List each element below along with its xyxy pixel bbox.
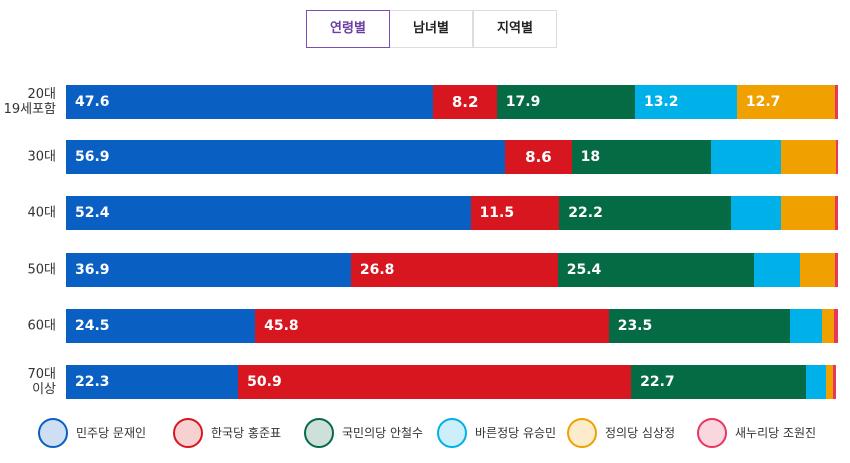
data-label: 50.9 xyxy=(247,374,282,390)
legend-avatar xyxy=(697,418,727,448)
bar-segment xyxy=(736,85,835,119)
data-label: 56.9 xyxy=(75,149,110,165)
category-label: 70대 이상 xyxy=(27,367,56,397)
bar-segment xyxy=(834,253,838,287)
legend-label: 새누리당 조원진 xyxy=(735,426,817,440)
bar-segment xyxy=(834,196,838,230)
data-label: 8.6 xyxy=(525,148,552,166)
data-label: 8.2 xyxy=(451,93,479,111)
data-label: 22.7 xyxy=(640,374,675,390)
legend-avatar xyxy=(304,418,334,448)
bar-segment xyxy=(559,196,731,230)
data-label: 26.8 xyxy=(359,262,395,278)
tab[interactable]: 지역별 xyxy=(473,10,557,48)
bar-segment xyxy=(66,253,351,287)
tab[interactable]: 연령별 xyxy=(306,10,390,48)
legend-label: 국민의당 안철수 xyxy=(342,426,424,440)
data-label: 24.5 xyxy=(75,318,110,334)
legend-label: 민주당 문재인 xyxy=(76,426,147,440)
data-label: 22.2 xyxy=(568,205,603,221)
category-label: 40대 xyxy=(27,205,56,221)
category-label: 20대 19세포함 xyxy=(3,87,56,117)
bar-segment xyxy=(780,140,836,174)
bar-segment xyxy=(496,85,635,119)
bar-segment xyxy=(806,365,827,399)
data-label: 11.5 xyxy=(479,205,515,221)
tab[interactable]: 남녀별 xyxy=(389,10,473,48)
bar-segment xyxy=(826,365,833,399)
data-label: 23.5 xyxy=(617,318,653,334)
bar-segment xyxy=(730,196,781,230)
bar-segment xyxy=(832,365,836,399)
bar-segment xyxy=(571,140,711,174)
data-label: 52.4 xyxy=(75,205,110,221)
bar-segment xyxy=(608,309,791,343)
bar-segment xyxy=(631,365,807,399)
bar-segment xyxy=(710,140,781,174)
bar-segment xyxy=(753,253,801,287)
category-label: 30대 xyxy=(27,149,56,165)
legend-label: 정의당 심상정 xyxy=(605,426,676,440)
data-label: 18 xyxy=(580,149,601,165)
bar-segment xyxy=(800,253,835,287)
category-label: 50대 xyxy=(27,262,56,278)
bar-segment xyxy=(821,309,835,343)
bar-segment xyxy=(634,85,737,119)
data-label: 13.2 xyxy=(643,94,679,110)
bar-segment xyxy=(66,309,256,343)
legend-label: 한국당 홍준표 xyxy=(211,426,282,440)
bar-segment xyxy=(238,365,632,399)
bar-segment xyxy=(505,140,572,174)
legend-avatar xyxy=(437,418,467,448)
bar-segment xyxy=(66,140,506,174)
bar-segment xyxy=(66,85,434,119)
category-label: 60대 xyxy=(27,318,56,334)
data-label: 47.6 xyxy=(75,94,110,110)
data-label: 36.9 xyxy=(75,262,110,278)
legend-avatar xyxy=(38,418,68,448)
bar-segment xyxy=(350,253,558,287)
bar-segment xyxy=(790,309,822,343)
data-label: 22.3 xyxy=(75,374,110,390)
legend-avatar xyxy=(567,418,597,448)
data-label: 17.9 xyxy=(505,94,541,110)
data-label: 25.4 xyxy=(566,262,602,278)
legend-label: 바른정당 유승민 xyxy=(475,426,557,440)
data-label: 45.8 xyxy=(264,318,299,334)
bar-segment xyxy=(433,85,497,119)
bar-segment xyxy=(835,140,838,174)
bar-segment xyxy=(66,365,239,399)
bar-segment xyxy=(780,196,835,230)
bar-segment xyxy=(834,309,838,343)
data-label: 12.7 xyxy=(745,94,781,110)
bar-segment xyxy=(255,309,609,343)
bar-segment xyxy=(470,196,560,230)
bar-segment xyxy=(557,253,754,287)
legend-avatar xyxy=(173,418,203,448)
bar-segment xyxy=(834,85,838,119)
bar-segment xyxy=(66,196,471,230)
